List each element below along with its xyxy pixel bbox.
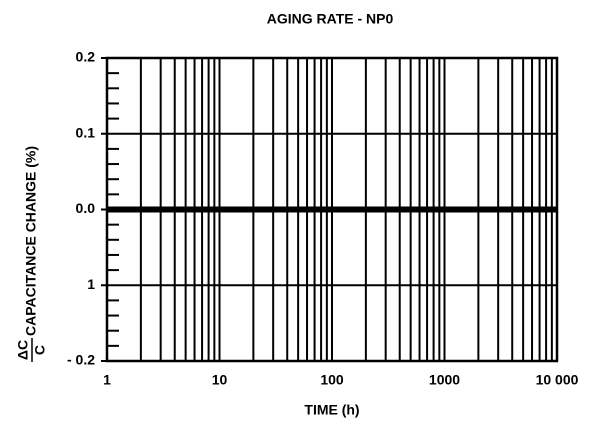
y-tick-label: 0.1 <box>76 124 96 140</box>
x-axis-title: TIME (h) <box>304 402 359 418</box>
y-tick-label: 0.2 <box>76 49 96 65</box>
x-tick-label: 1 <box>103 372 111 388</box>
y-label-text: CAPACITANCE CHANGE (%) <box>23 146 39 336</box>
x-tick-label: 100 <box>320 372 344 388</box>
y-tick-label: 1 <box>87 276 95 292</box>
chart-title: AGING RATE - NP0 <box>267 11 394 27</box>
y-tick-label: - 0.2 <box>67 352 95 368</box>
x-tick-label: 10 000 <box>536 372 579 388</box>
y-tick-label: 0.0 <box>76 200 96 216</box>
y-label-denominator: C <box>32 345 48 355</box>
y-axis-title: ΔC C CAPACITANCE CHANGE (%) <box>15 146 48 362</box>
y-label-numerator: ΔC <box>15 340 31 360</box>
x-tick-label: 10 <box>212 372 228 388</box>
x-tick-label: 1000 <box>429 372 460 388</box>
